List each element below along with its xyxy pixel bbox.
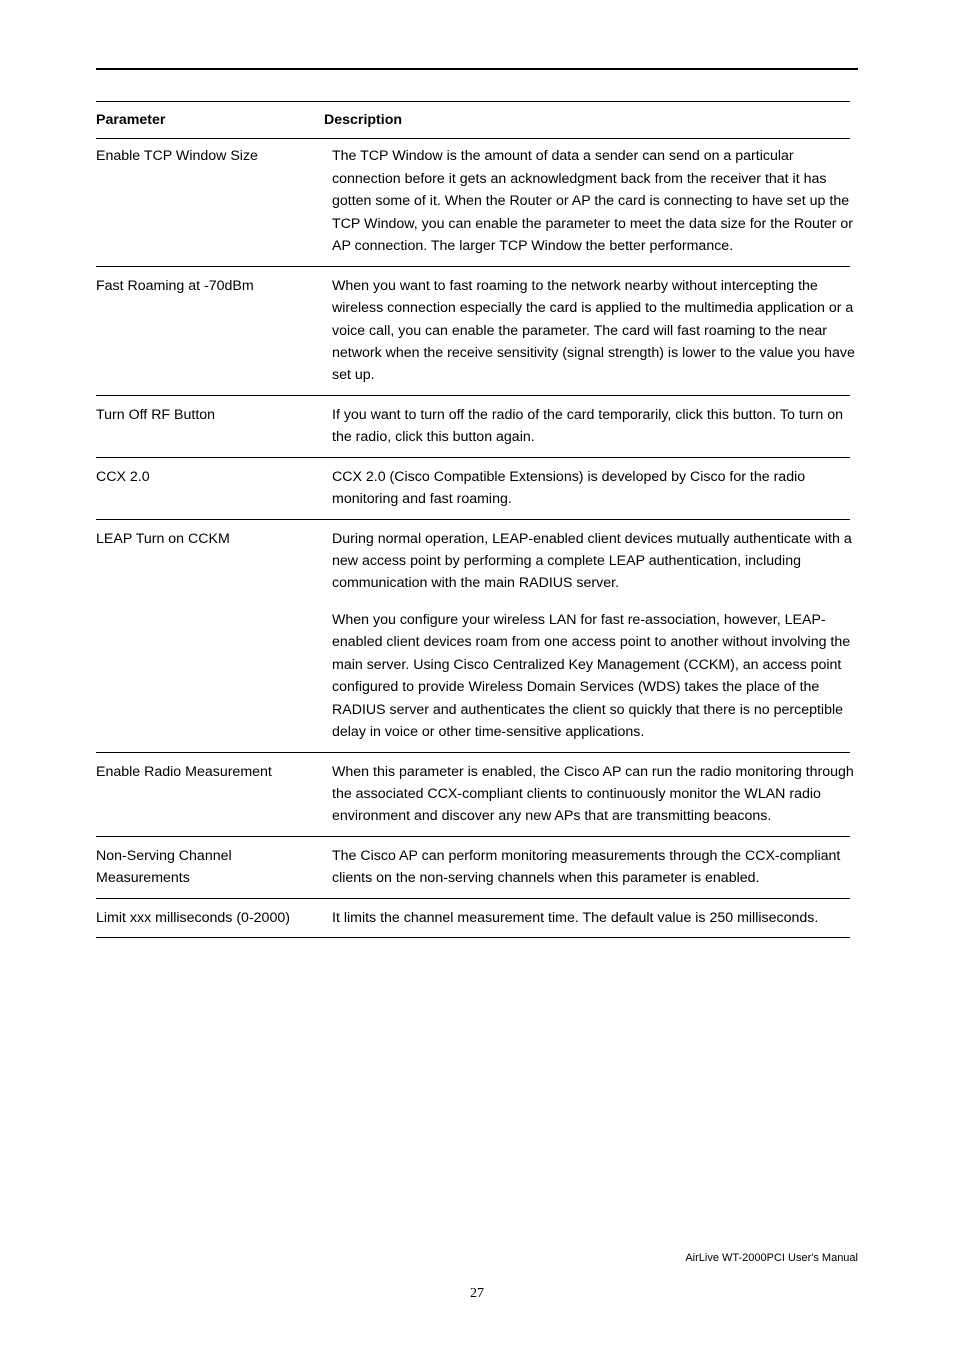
param-name: Enable Radio Measurement (96, 758, 324, 831)
top-rule (96, 68, 858, 70)
table-row: Limit xxx milliseconds (0-2000) It limit… (96, 904, 858, 932)
param-desc: The TCP Window is the amount of data a s… (324, 142, 858, 260)
table-row: LEAP Turn on CCKM During normal operatio… (96, 525, 858, 747)
param-desc: It limits the channel measurement time. … (324, 904, 858, 932)
param-desc-p1: During normal operation, LEAP-enabled cl… (332, 528, 858, 595)
page: Parameter Description Enable TCP Window … (0, 0, 954, 1350)
param-name: Fast Roaming at -70dBm (96, 272, 324, 390)
table-row: Fast Roaming at -70dBm When you want to … (96, 272, 858, 390)
param-desc: When you want to fast roaming to the net… (324, 272, 858, 390)
header-description: Description (324, 105, 858, 135)
param-desc: CCX 2.0 (Cisco Compatible Extensions) is… (324, 463, 858, 514)
table-row: Enable TCP Window Size The TCP Window is… (96, 142, 858, 260)
parameter-table: Parameter Description Enable TCP Window … (96, 98, 858, 943)
table-header-row: Parameter Description (96, 105, 858, 135)
param-desc: When this parameter is enabled, the Cisc… (324, 758, 858, 831)
footer-text: AirLive WT-2000PCI User's Manual (685, 1252, 858, 1264)
page-number: 27 (0, 1286, 954, 1302)
table-row: Non-Serving Channel Measurements The Cis… (96, 842, 858, 893)
param-name: Limit xxx milliseconds (0-2000) (96, 904, 324, 932)
param-name: Enable TCP Window Size (96, 142, 324, 260)
param-desc: The Cisco AP can perform monitoring meas… (324, 842, 858, 893)
header-parameter: Parameter (96, 105, 324, 135)
param-name: CCX 2.0 (96, 463, 324, 514)
param-desc: During normal operation, LEAP-enabled cl… (324, 525, 858, 747)
param-name: Non-Serving Channel Measurements (96, 842, 324, 893)
spacer (332, 595, 858, 609)
param-desc: If you want to turn off the radio of the… (324, 401, 858, 452)
table-row: CCX 2.0 CCX 2.0 (Cisco Compatible Extens… (96, 463, 858, 514)
param-desc-p2: When you configure your wireless LAN for… (332, 609, 858, 744)
table-row: Enable Radio Measurement When this param… (96, 758, 858, 831)
param-name: Turn Off RF Button (96, 401, 324, 452)
param-name: LEAP Turn on CCKM (96, 525, 324, 747)
table-row: Turn Off RF Button If you want to turn o… (96, 401, 858, 452)
